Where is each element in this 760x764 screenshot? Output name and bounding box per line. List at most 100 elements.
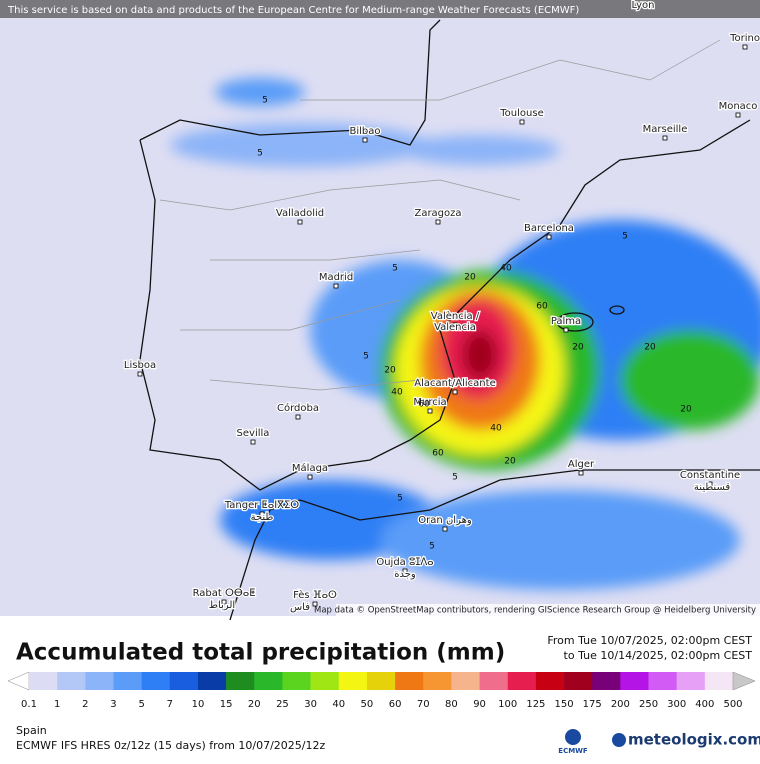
city-label: Constantine <box>680 470 740 481</box>
contour-label: 5 <box>363 352 369 362</box>
city-label: Bilbao <box>349 126 380 137</box>
legend-tick-label: 15 <box>220 699 233 710</box>
city-label: Lyon <box>631 0 654 11</box>
legend-tick-label: 70 <box>417 699 430 710</box>
city-label: Marseille <box>643 124 688 135</box>
contour-label: 20 <box>384 366 396 376</box>
city-label: València / <box>431 310 480 322</box>
legend-swatch <box>564 672 593 690</box>
city-marker <box>259 511 265 517</box>
legend-tick-label: 90 <box>473 699 486 710</box>
legend-tick-label: 5 <box>138 699 144 710</box>
attribution: Map data © OpenStreetMap contributors, r… <box>314 606 756 616</box>
legend-swatch <box>141 672 171 690</box>
contour-label: 5 <box>452 473 458 483</box>
legend-tick-label: 1 <box>54 699 60 710</box>
city-marker <box>297 219 303 225</box>
legend-swatch <box>535 672 565 690</box>
city-marker <box>707 481 713 487</box>
legend-tick-label: 7 <box>167 699 173 710</box>
map: This service is based on data and produc… <box>0 0 760 621</box>
city-marker <box>295 414 301 420</box>
city-label: Sevilla <box>237 428 270 439</box>
city-label: Córdoba <box>277 402 319 414</box>
contour-label: 60 <box>418 400 430 410</box>
contour-label: 60 <box>432 449 444 459</box>
city-label: وجدة <box>394 569 416 580</box>
city-marker <box>519 119 525 125</box>
region: Spain <box>16 724 47 737</box>
legend-tick-label: 200 <box>611 699 630 710</box>
legend-tick-label: 175 <box>583 699 602 710</box>
legend-swatch <box>507 672 537 690</box>
contour-label: 40 <box>490 424 502 434</box>
city-label: Monaco <box>719 101 758 112</box>
city-label: Barcelona <box>524 223 574 234</box>
ecmwf-icon <box>565 729 581 745</box>
contour-label: 40 <box>500 264 512 274</box>
legend-swatch <box>197 672 227 690</box>
brand-logo: meteologix.com <box>628 731 760 749</box>
legend-tick-label: 500 <box>723 699 742 710</box>
contour-label: 5 <box>429 542 435 552</box>
contour-label: 20 <box>572 343 584 353</box>
legend-swatch <box>254 672 283 690</box>
city-marker <box>452 389 458 395</box>
city-marker <box>452 322 458 328</box>
legend-swatch <box>592 672 621 690</box>
brand-icon <box>612 733 626 747</box>
ecmwf-logo: ECMWF <box>558 747 588 755</box>
legend-swatch <box>226 672 255 690</box>
legend-swatch <box>29 672 58 690</box>
city-marker <box>578 470 584 476</box>
legend-tick-label: 250 <box>639 699 658 710</box>
contour-label: 20 <box>504 457 516 467</box>
city-label: Oran وهران <box>418 515 472 526</box>
legend-swatch <box>366 672 396 690</box>
legend-tick-label: 300 <box>667 699 686 710</box>
legend-tick-label: 0.1 <box>21 699 37 710</box>
legend-swatch <box>451 672 480 690</box>
legend-tick-label: 30 <box>304 699 317 710</box>
city-marker <box>402 568 408 574</box>
legend-tick-label: 25 <box>276 699 289 710</box>
legend-tick-label: 3 <box>110 699 116 710</box>
period-from: From Tue 10/07/2025, 02:00pm CEST <box>547 634 752 647</box>
city-label: Torino <box>729 33 760 44</box>
city-marker <box>312 601 318 607</box>
legend-tick-label: 2 <box>82 699 88 710</box>
legend-swatch <box>282 672 311 690</box>
contour-label: 5 <box>257 149 263 159</box>
contour-label: 40 <box>391 388 403 398</box>
city-marker <box>563 327 569 333</box>
city-marker <box>435 219 441 225</box>
contour-label: 20 <box>644 343 656 353</box>
contour-label: 5 <box>392 264 398 274</box>
contour-label: 20 <box>464 273 476 283</box>
contour-label: 20 <box>680 405 692 415</box>
city-marker <box>137 371 143 377</box>
legend-swatch <box>648 672 677 690</box>
legend-swatch <box>479 672 509 690</box>
city-label: Málaga <box>292 462 328 474</box>
city-marker <box>735 112 741 118</box>
city-label: Zaragoza <box>414 208 461 219</box>
city-label: Lisboa <box>124 360 156 371</box>
legend-swatch <box>395 672 424 690</box>
title: Accumulated total precipitation (mm) <box>16 640 505 666</box>
city-marker <box>362 137 368 143</box>
legend-tick-label: 80 <box>445 699 458 710</box>
city-label: Tanger ⵟⴰⵏⴳⵉⵔ <box>224 500 299 511</box>
legend-swatch <box>310 672 340 690</box>
legend-arrow-low <box>7 671 30 691</box>
city-marker <box>427 408 433 414</box>
city-label: قسنطينة <box>694 482 731 493</box>
city-label: طنجة <box>251 512 274 523</box>
city-label: Oujda ⵓⵊⴷⴰ <box>376 557 433 568</box>
legend-tick-label: 20 <box>248 699 261 710</box>
legend-tick-label: 10 <box>192 699 205 710</box>
city-marker <box>250 439 256 445</box>
legend-tick-label: 150 <box>554 699 573 710</box>
